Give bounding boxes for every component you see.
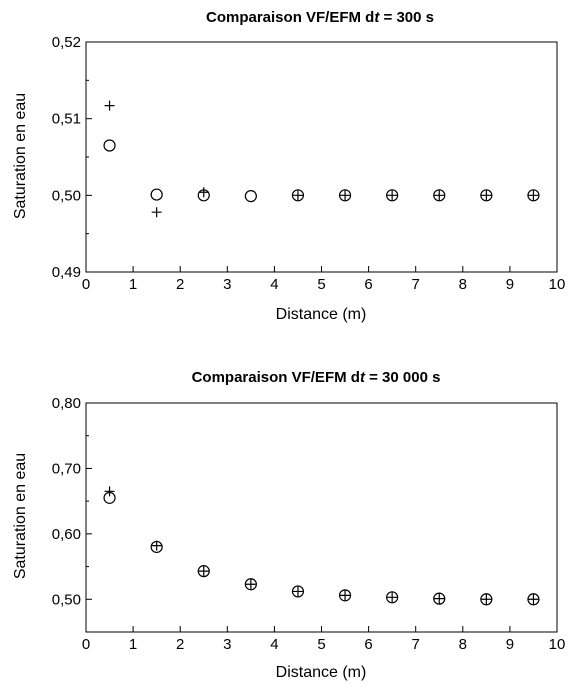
- chart-1-title: Comparaison VF/EFM dt = 300 s: [206, 9, 434, 26]
- chart-1-point-circle: [338, 189, 352, 202]
- chart-2-point-circle: [244, 578, 257, 591]
- chart-2-point-circle: [480, 593, 493, 606]
- chart-1-point-circle: [527, 189, 540, 202]
- chart-2-point-plus: [340, 590, 351, 601]
- chart-1-y-tick-label: 0,49: [52, 264, 81, 281]
- chart-2-y-tick-label: 0,70: [52, 460, 81, 477]
- chart-2-point-circle: [527, 593, 540, 606]
- chart-2-x-tick-label: 8: [459, 636, 467, 653]
- chart-1-point-plus: [528, 190, 539, 201]
- chart-2-point-plus: [198, 566, 209, 577]
- chart-2-y-axis-title: Saturation en eau: [12, 453, 29, 579]
- chart-1-y-tick-label: 0,52: [52, 34, 81, 51]
- chart-2-y-tick-label: 0,80: [52, 395, 81, 412]
- chart-1-x-axis-title: Distance (m): [276, 306, 367, 323]
- chart-1-y-tick-label: 0,50: [52, 187, 81, 204]
- chart-1-x-tick-label: 5: [317, 276, 325, 293]
- chart-1-point-plus: [434, 190, 445, 201]
- chart-1-x-tick-label: 7: [412, 276, 420, 293]
- chart-2-x-tick-label: 9: [506, 636, 514, 653]
- chart-2-x-tick-label: 2: [176, 636, 184, 653]
- chart-2-point-circle: [433, 592, 446, 605]
- chart-1-point-circle: [150, 188, 163, 201]
- chart-1-point-plus: [481, 190, 492, 201]
- chart-2-point-circle: [386, 591, 399, 604]
- chart-2-point-plus: [387, 592, 398, 603]
- chart-2-x-tick-label: 7: [412, 636, 420, 653]
- chart-1-x-tick-label: 4: [270, 276, 278, 293]
- chart-1: Comparaison VF/EFM dt = 300 s Saturation…: [12, 9, 565, 323]
- chart-2-x-tick-label: 3: [223, 636, 231, 653]
- chart-2-y-tick-label: 0,60: [52, 526, 81, 543]
- chart-1-point-circle: [244, 190, 257, 203]
- chart-2-point-plus: [292, 586, 303, 597]
- chart-1-x-tick-label: 0: [82, 276, 90, 293]
- chart-2-point-circle: [338, 589, 352, 602]
- chart-1-x-tick-label: 9: [506, 276, 514, 293]
- chart-2-x-tick-label: 0: [82, 636, 90, 653]
- chart-1-point-plus: [340, 190, 351, 201]
- chart-1-x-tick-label: 6: [364, 276, 372, 293]
- chart-1-y-tick-label: 0,51: [52, 111, 81, 128]
- chart-1-x-tick-label: 10: [549, 276, 566, 293]
- chart-1-point-plus: [387, 190, 398, 201]
- chart-1-point-circle: [386, 189, 399, 202]
- chart-2: Comparaison VF/EFM dt = 30 000 s Saturat…: [12, 369, 565, 681]
- chart-2-point-circle: [291, 585, 305, 598]
- chart-2-point-plus: [245, 579, 256, 590]
- chart-2-point-plus: [104, 486, 115, 497]
- chart-1-x-tick-label: 1: [129, 276, 137, 293]
- chart-2-point-plus: [151, 540, 162, 551]
- chart-1-point-plus: [198, 187, 209, 198]
- chart-2-point-plus: [528, 594, 539, 605]
- chart-1-point-plus: [104, 100, 115, 111]
- chart-1-point-plus: [151, 207, 162, 218]
- chart-2-x-tick-label: 6: [364, 636, 372, 653]
- chart-1-point-circle: [291, 189, 305, 202]
- chart-1-y-axis-title: Saturation en eau: [12, 93, 29, 219]
- chart-2-x-tick-label: 5: [317, 636, 325, 653]
- chart-2-point-plus: [481, 594, 492, 605]
- chart-2-point-plus: [434, 593, 445, 604]
- chart-2-x-tick-label: 10: [549, 636, 566, 653]
- chart-2-y-tick-label: 0,50: [52, 591, 81, 608]
- chart-2-x-tick-label: 4: [270, 636, 278, 653]
- chart-1-point-circle: [103, 139, 116, 152]
- chart-2-plot-frame: [85, 402, 558, 633]
- chart-1-plot-frame: [85, 41, 558, 273]
- chart-1-x-tick-label: 8: [459, 276, 467, 293]
- chart-1-point-plus: [292, 190, 303, 201]
- chart-2-point-circle: [197, 565, 210, 578]
- chart-1-point-circle: [480, 189, 493, 202]
- chart-2-x-tick-label: 1: [129, 636, 137, 653]
- chart-2-title: Comparaison VF/EFM dt = 30 000 s: [192, 369, 441, 386]
- chart-2-x-axis-title: Distance (m): [276, 664, 367, 681]
- chart-1-point-circle: [433, 189, 446, 202]
- chart-1-x-tick-label: 3: [223, 276, 231, 293]
- chart-1-x-tick-label: 2: [176, 276, 184, 293]
